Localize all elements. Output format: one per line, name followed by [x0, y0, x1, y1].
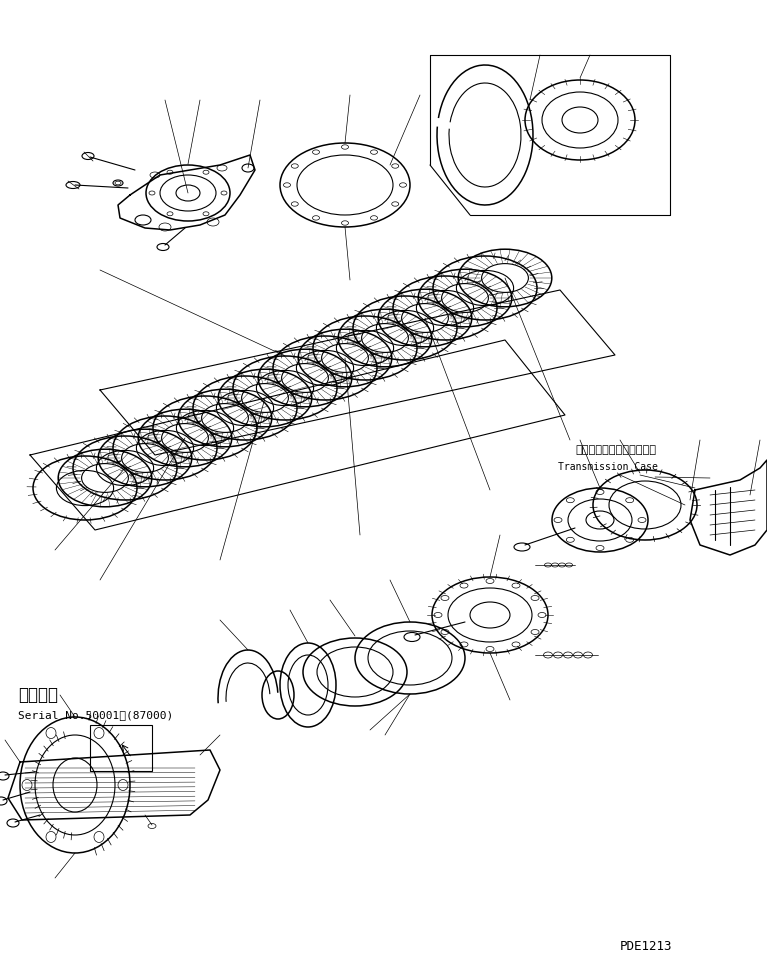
Text: Transmission Case: Transmission Case — [558, 462, 658, 472]
Text: Serial No.50001～(87000): Serial No.50001～(87000) — [18, 710, 173, 720]
Text: PDE1213: PDE1213 — [620, 940, 673, 953]
Text: 適用号機: 適用号機 — [18, 686, 58, 704]
Bar — [90, 725, 152, 771]
Text: トランスミッションケース: トランスミッションケース — [575, 445, 656, 455]
